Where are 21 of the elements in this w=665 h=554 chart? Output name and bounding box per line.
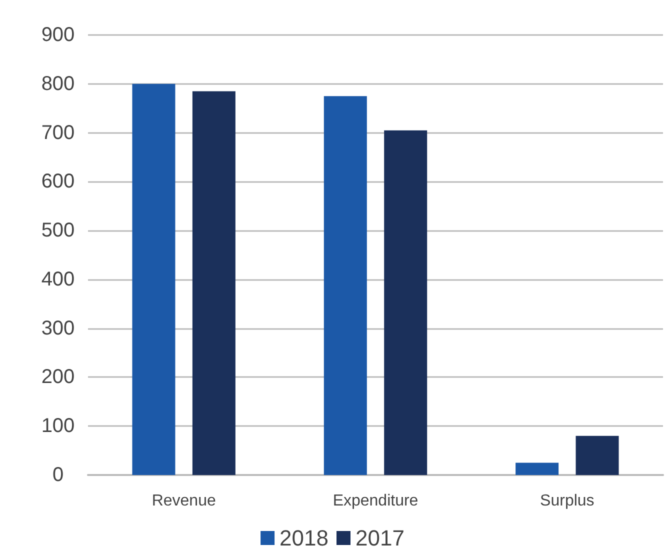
- y-tick-label: 300: [41, 317, 75, 340]
- x-tick-label: Revenue: [152, 492, 216, 510]
- y-tick-label: 800: [41, 72, 75, 95]
- y-tick-label: 900: [41, 24, 75, 46]
- y-tick-label: 400: [41, 268, 75, 290]
- bar: [192, 91, 236, 475]
- bar: [516, 462, 559, 475]
- y-tick-label: 0: [52, 464, 64, 486]
- x-tick-label: Surplus: [540, 492, 594, 510]
- y-tick-label: 500: [41, 220, 75, 242]
- bar: [132, 84, 176, 475]
- x-tick-label: Expenditure: [332, 492, 418, 510]
- bar: [576, 436, 619, 475]
- bar: [384, 130, 428, 475]
- y-tick-label: 200: [41, 366, 75, 388]
- legend-label: 2018: [280, 526, 329, 550]
- y-tick-label: 600: [41, 170, 75, 193]
- legend-label: 2017: [356, 526, 404, 550]
- y-tick-label: 100: [41, 415, 75, 438]
- y-tick-label: 700: [41, 122, 75, 144]
- bar: [324, 96, 367, 475]
